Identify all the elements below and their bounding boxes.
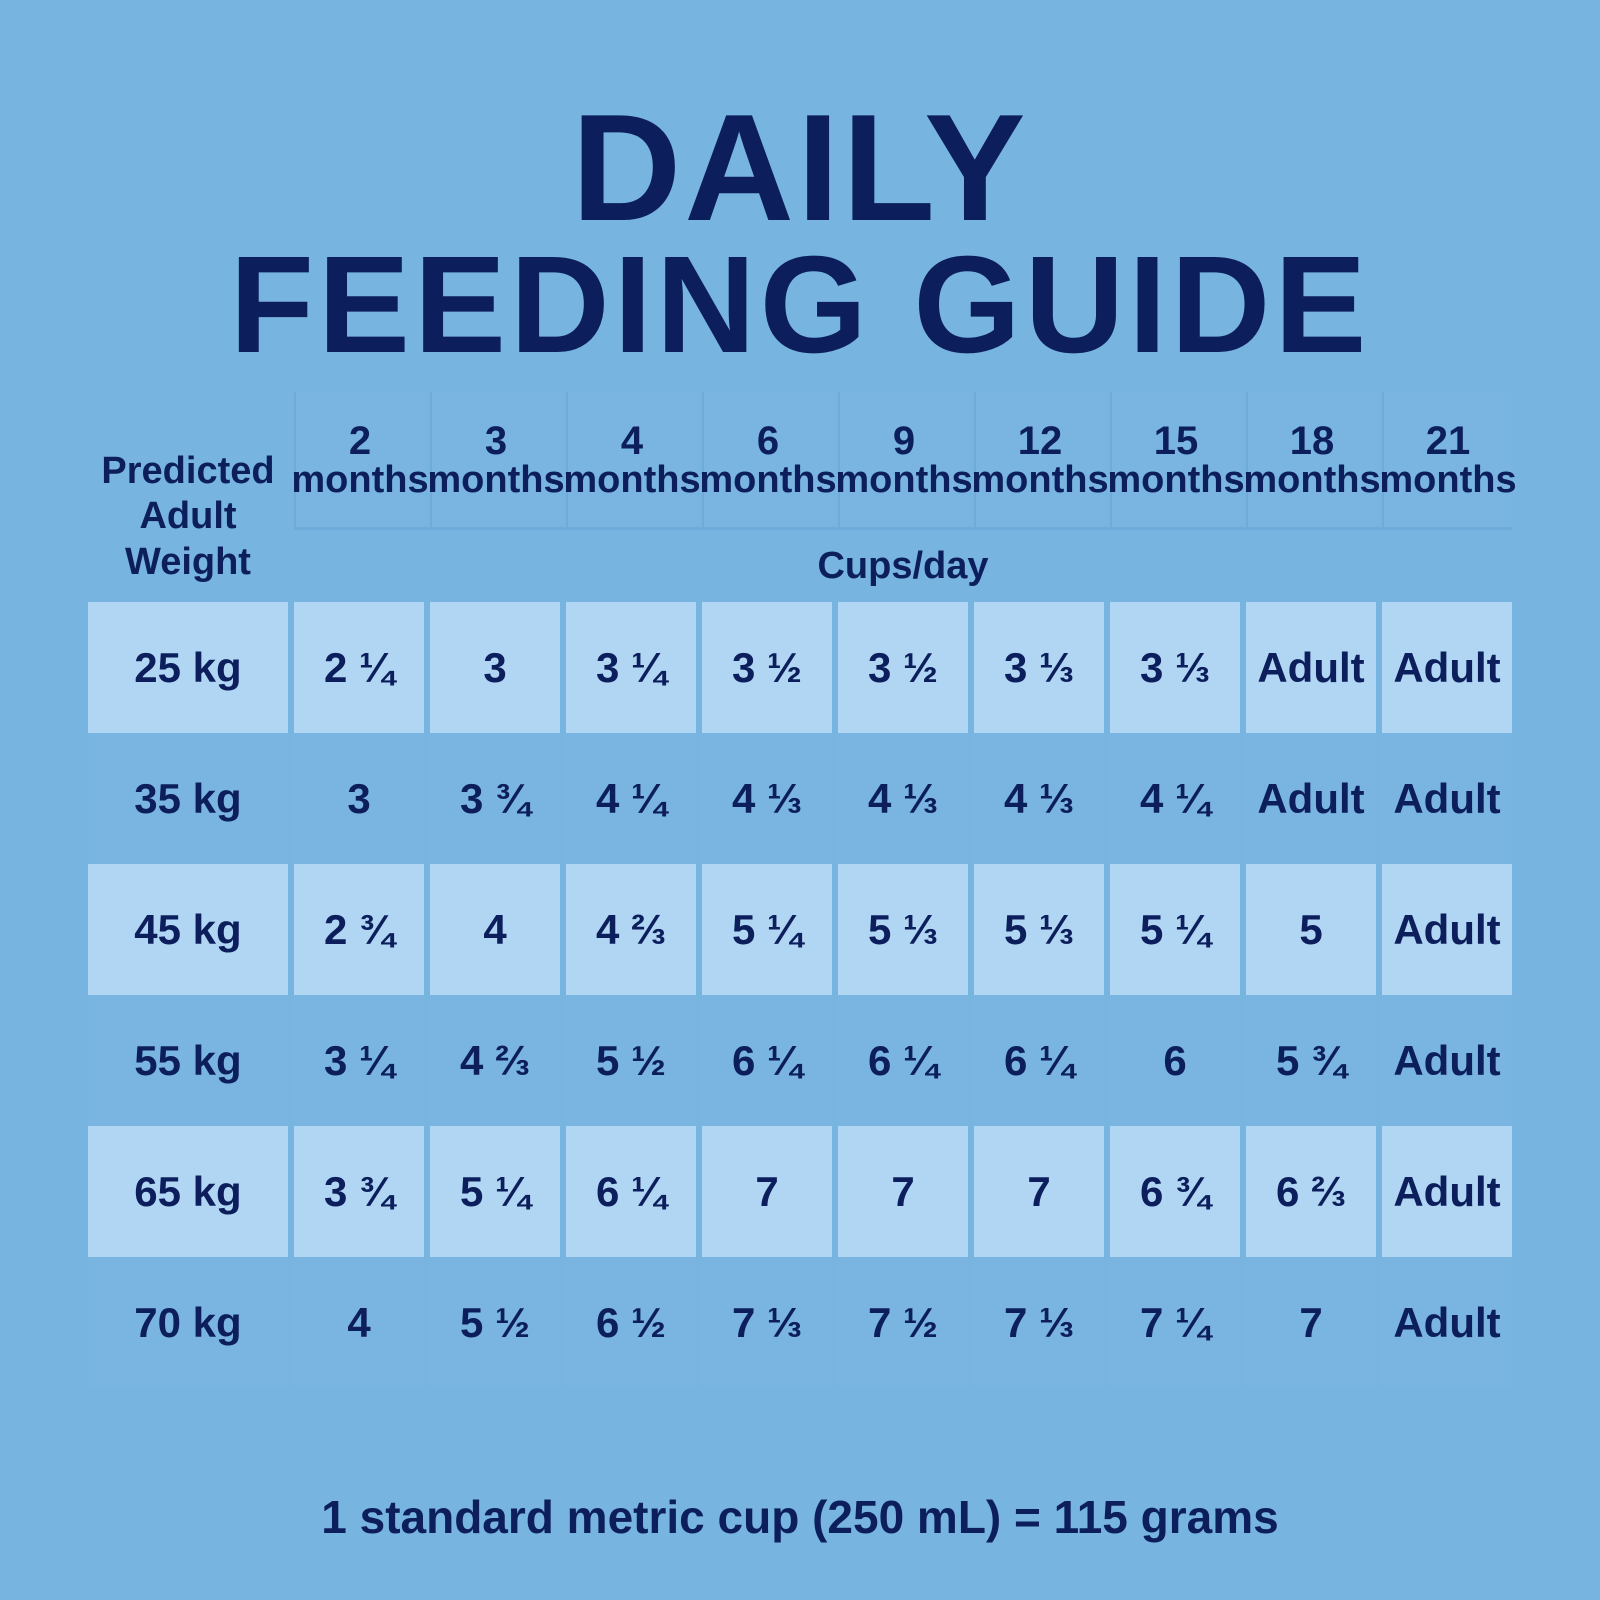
cups-cell: 4 ⅔	[430, 995, 560, 1126]
title-line-1: DAILY	[571, 83, 1029, 253]
cups-cell: 5 ¼	[430, 1126, 560, 1257]
month-number: 12	[1017, 418, 1063, 463]
cups-cell: 7 ¼	[1110, 1257, 1240, 1388]
cups-cell: Adult	[1246, 733, 1376, 864]
cups-cell: 7	[1246, 1257, 1376, 1388]
cups-cell: 7	[974, 1126, 1104, 1257]
cups-cell: 4	[294, 1257, 424, 1388]
cups-cell: 5 ⅓	[974, 864, 1104, 995]
cups-cell: 4 ⅓	[838, 733, 968, 864]
footer-note: 1 standard metric cup (250 mL) = 115 gra…	[321, 1491, 1279, 1543]
cups-cell: 5 ¼	[702, 864, 832, 995]
month-label: months	[1243, 458, 1381, 501]
cups-cell: 4	[430, 864, 560, 995]
month-label: months	[563, 458, 701, 501]
cups-cell: 6 ¾	[1110, 1126, 1240, 1257]
cups-cell: 3 ¾	[430, 733, 560, 864]
cups-cell: Adult	[1382, 733, 1512, 864]
cups-cell: 5 ¼	[1110, 864, 1240, 995]
cups-cell: 5 ½	[566, 995, 696, 1126]
cups-cell: 4 ⅓	[702, 733, 832, 864]
month-label: months	[1107, 458, 1245, 501]
cups-cell: Adult	[1246, 602, 1376, 733]
cups-cell: 3 ¼	[566, 602, 696, 733]
cups-cell: 6 ½	[566, 1257, 696, 1388]
month-header: 3 months	[427, 392, 565, 527]
cups-cell: 2 ¼	[294, 602, 424, 733]
cups-cell: 4 ¼	[1110, 733, 1240, 864]
weight-cell: 70 kg	[88, 1257, 288, 1388]
cups-cell: 4 ¼	[566, 733, 696, 864]
month-label: months	[971, 458, 1109, 501]
month-header: 15 months	[1107, 392, 1245, 527]
month-number: 18	[1289, 418, 1335, 463]
weight-cell: 65 kg	[88, 1126, 288, 1257]
month-header: 4 months	[563, 392, 701, 527]
cups-cell: Adult	[1382, 995, 1512, 1126]
cups-cell: 5 ⅓	[838, 864, 968, 995]
month-header: 18 months	[1243, 392, 1381, 527]
weight-cell: 25 kg	[88, 602, 288, 733]
weight-cell: 55 kg	[88, 995, 288, 1126]
month-number: 21	[1425, 418, 1471, 463]
title-line-2: FEEDING GUIDE	[229, 228, 1371, 382]
month-number: 3	[484, 418, 508, 463]
cups-cell: 5 ¾	[1246, 995, 1376, 1126]
weight-cell: 45 kg	[88, 864, 288, 995]
cups-cell: Adult	[1382, 1257, 1512, 1388]
cups-cell: 3	[430, 602, 560, 733]
feeding-table: Predicted Adult Weight Cups/day 2 months 3…	[88, 392, 1517, 1388]
cups-cell: Adult	[1382, 1126, 1512, 1257]
cups-cell: 3	[294, 733, 424, 864]
cups-cell: 7 ⅓	[702, 1257, 832, 1388]
month-header: 6 months	[699, 392, 837, 527]
cups-cell: 7 ½	[838, 1257, 968, 1388]
month-label: months	[835, 458, 973, 501]
cups-cell: 3 ¾	[294, 1126, 424, 1257]
unit-label: Cups/day	[294, 527, 1512, 602]
month-number: 15	[1153, 418, 1199, 463]
month-label: months	[291, 458, 429, 501]
month-label: months	[699, 458, 837, 501]
cups-cell: 6 ¼	[566, 1126, 696, 1257]
cups-cell: 3 ½	[702, 602, 832, 733]
cups-cell: 3 ⅓	[1110, 602, 1240, 733]
weight-header: Predicted Adult Weight	[101, 449, 275, 583]
cups-cell: 3 ¼	[294, 995, 424, 1126]
cups-cell: 7 ⅓	[974, 1257, 1104, 1388]
cups-cell: 6 ¼	[974, 995, 1104, 1126]
weight-cell: 35 kg	[88, 733, 288, 864]
cups-cell: Adult	[1382, 864, 1512, 995]
month-number: 6	[756, 418, 780, 463]
cups-cell: Adult	[1382, 602, 1512, 733]
cups-cell: 6 ¼	[838, 995, 968, 1126]
cups-cell: 6	[1110, 995, 1240, 1126]
month-number: 2	[348, 418, 372, 463]
cups-cell: 3 ½	[838, 602, 968, 733]
month-header: 2 months	[291, 392, 429, 527]
cups-cell: 4 ⅔	[566, 864, 696, 995]
month-header: 12 months	[971, 392, 1109, 527]
month-label: months	[427, 458, 565, 501]
month-number: 4	[620, 418, 644, 463]
month-header: 21 months	[1379, 392, 1517, 527]
cups-cell: 4 ⅓	[974, 733, 1104, 864]
cups-cell: 6 ⅔	[1246, 1126, 1376, 1257]
month-number: 9	[892, 418, 916, 463]
cups-cell: 6 ¼	[702, 995, 832, 1126]
cups-cell: 5	[1246, 864, 1376, 995]
month-header: 9 months	[835, 392, 973, 527]
month-label: months	[1379, 458, 1517, 501]
cups-cell: 7	[702, 1126, 832, 1257]
cups-cell: 2 ¾	[294, 864, 424, 995]
cups-cell: 3 ⅓	[974, 602, 1104, 733]
cups-cell: 5 ½	[430, 1257, 560, 1388]
cups-cell: 7	[838, 1126, 968, 1257]
